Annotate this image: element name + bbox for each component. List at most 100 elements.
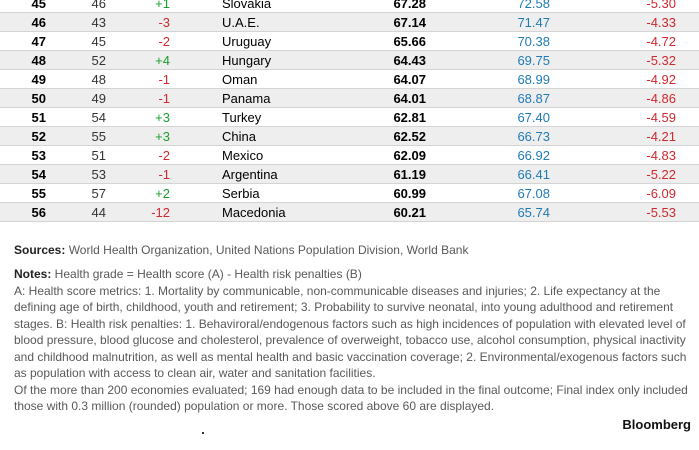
rank-cell: 47	[31, 34, 46, 49]
table-row: 54 53 -1 Argentina 61.19 66.41 -5.22	[0, 165, 699, 184]
risk-penalty-cell: -5.53	[646, 205, 676, 220]
previous-rank-cell: 55	[91, 129, 106, 144]
rank-change-cell: +4	[155, 53, 170, 68]
notes-body: A: Health score metrics: 1. Mortality by…	[14, 283, 687, 381]
table-row: 56 44 -12 Macedonia 60.21 65.74 -5.53	[0, 203, 699, 222]
health-grade-cell: 67.28	[393, 0, 426, 11]
country-cell: Macedonia	[222, 205, 286, 220]
table-row: 45 46 +1 Slovakia 67.28 72.58 -5.30	[0, 0, 699, 13]
rank-cell: 46	[31, 15, 46, 30]
health-score-cell: 66.92	[517, 148, 550, 163]
table-row: 52 55 +3 China 62.52 66.73 -4.21	[0, 127, 699, 146]
health-score-cell: 71.47	[517, 15, 550, 30]
health-grade-cell: 67.14	[393, 15, 426, 30]
rank-cell: 50	[31, 91, 46, 106]
health-score-cell: 66.73	[517, 129, 550, 144]
risk-penalty-cell: -5.30	[646, 0, 676, 11]
previous-rank-cell: 53	[91, 167, 106, 182]
rank-cell: 56	[31, 205, 46, 220]
health-grade-cell: 62.81	[393, 110, 426, 125]
health-grade-cell: 61.19	[393, 167, 426, 182]
rank-change-cell: +2	[155, 186, 170, 201]
health-score-cell: 72.58	[517, 0, 550, 11]
sources-note: Sources: World Health Organization, Unit…	[14, 242, 694, 259]
rank-cell: 54	[31, 167, 46, 182]
sources-label: Sources:	[14, 243, 66, 257]
rank-change-cell: +3	[155, 110, 170, 125]
rank-change-cell: -1	[158, 167, 170, 182]
country-cell: Slovakia	[222, 0, 272, 11]
risk-penalty-cell: -4.86	[646, 91, 676, 106]
rank-change-cell: -1	[158, 72, 170, 87]
health-score-cell: 66.41	[517, 167, 550, 182]
country-cell: Turkey	[222, 110, 262, 125]
country-cell: Serbia	[222, 186, 260, 201]
risk-penalty-cell: -4.21	[646, 129, 676, 144]
rank-change-cell: -3	[158, 15, 170, 30]
health-grade-cell: 64.01	[393, 91, 426, 106]
health-grade-cell: 62.09	[393, 148, 426, 163]
health-grade-cell: 65.66	[393, 34, 426, 49]
country-cell: China	[222, 129, 256, 144]
previous-rank-cell: 49	[91, 91, 106, 106]
risk-penalty-cell: -5.32	[646, 53, 676, 68]
previous-rank-cell: 44	[91, 205, 106, 220]
health-grade-cell: 60.21	[393, 205, 426, 220]
notes-coverage: Of the more than 200 economies evaluated…	[14, 382, 688, 414]
rank-change-cell: +3	[155, 129, 170, 144]
table-row: 55 57 +2 Serbia 60.99 67.08 -6.09	[0, 184, 699, 203]
health-grade-cell: 62.52	[393, 129, 426, 144]
rank-cell: 45	[31, 0, 46, 11]
risk-penalty-cell: -5.22	[646, 167, 676, 182]
table-row: 47 45 -2 Uruguay 65.66 70.38 -4.72	[0, 32, 699, 51]
health-score-cell: 67.08	[517, 186, 550, 201]
table-row: 49 48 -1 Oman 64.07 68.99 -4.92	[0, 70, 699, 89]
health-score-cell: 68.99	[517, 72, 550, 87]
rank-cell: 52	[31, 129, 46, 144]
rank-cell: 48	[31, 53, 46, 68]
health-score-cell: 70.38	[517, 34, 550, 49]
bloomberg-logo: Bloomberg	[622, 417, 691, 432]
risk-penalty-cell: -6.09	[646, 186, 676, 201]
notes-intro: Health grade = Health score (A) - Health…	[51, 267, 362, 281]
country-cell: Hungary	[222, 53, 272, 68]
country-cell: Oman	[222, 72, 258, 87]
rank-change-cell: -2	[158, 34, 170, 49]
notes-label: Notes:	[14, 267, 52, 281]
rank-change-cell: -2	[158, 148, 170, 163]
rank-cell: 53	[31, 148, 46, 163]
table-row: 48 52 +4 Hungary 64.43 69.75 -5.32	[0, 51, 699, 70]
table-row: 50 49 -1 Panama 64.01 68.87 -4.86	[0, 89, 699, 108]
rank-cell: 55	[31, 186, 46, 201]
ranking-table: 45 46 +1 Slovakia 67.28 72.58 -5.30 46 43 -3 U.A.E…	[0, 0, 699, 222]
table-row: 53 51 -2 Mexico 62.09 66.92 -4.83	[0, 146, 699, 165]
risk-penalty-cell: -4.72	[646, 34, 676, 49]
notes-section: Notes: Health grade = Health score (A) -…	[14, 266, 694, 415]
previous-rank-cell: 54	[91, 110, 106, 125]
previous-rank-cell: 52	[91, 53, 106, 68]
previous-rank-cell: 45	[91, 34, 106, 49]
sources-text: World Health Organization, United Nation…	[65, 243, 469, 257]
health-score-cell: 68.87	[517, 91, 550, 106]
country-cell: Panama	[222, 91, 271, 106]
rank-cell: 51	[31, 110, 46, 125]
risk-penalty-cell: -4.92	[646, 72, 676, 87]
country-cell: Uruguay	[222, 34, 272, 49]
health-grade-cell: 64.07	[393, 72, 426, 87]
health-score-cell: 67.40	[517, 110, 550, 125]
country-cell: U.A.E.	[222, 15, 260, 30]
previous-rank-cell: 51	[91, 148, 106, 163]
previous-rank-cell: 48	[91, 72, 106, 87]
risk-penalty-cell: -4.33	[646, 15, 676, 30]
health-grade-cell: 64.43	[393, 53, 426, 68]
previous-rank-cell: 57	[91, 186, 106, 201]
country-cell: Argentina	[222, 167, 278, 182]
stray-dot	[202, 432, 204, 434]
health-score-cell: 65.74	[517, 205, 550, 220]
rank-change-cell: +1	[155, 0, 170, 11]
country-cell: Mexico	[222, 148, 264, 163]
risk-penalty-cell: -4.83	[646, 148, 676, 163]
rank-change-cell: -12	[151, 205, 170, 220]
rank-change-cell: -1	[158, 91, 170, 106]
health-score-cell: 69.75	[517, 53, 550, 68]
